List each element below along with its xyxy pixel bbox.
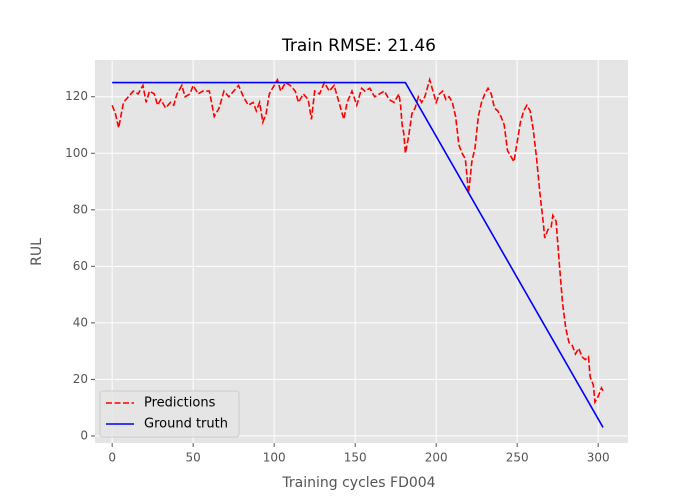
x-tick-label: 50 <box>186 451 201 465</box>
y-tick-label: 60 <box>73 259 88 273</box>
x-tick-label: 300 <box>587 451 610 465</box>
legend-label: Ground truth <box>144 417 228 432</box>
x-tick-label: 200 <box>425 451 448 465</box>
legend-box <box>99 390 240 438</box>
y-tick-label: 40 <box>73 315 88 329</box>
x-tick-label: 100 <box>263 451 286 465</box>
y-tick-label: 120 <box>65 89 88 103</box>
y-tick-label: 20 <box>73 372 88 386</box>
x-tick-label: 0 <box>108 451 116 465</box>
legend-label: Predictions <box>144 396 216 411</box>
series-line <box>111 76 604 405</box>
y-tick-label: 100 <box>65 146 88 160</box>
chart-title: Train RMSE: 21.46 <box>281 36 436 56</box>
x-axis-label: Training cycles FD004 <box>281 475 435 491</box>
y-axis-label: RUL <box>29 238 45 266</box>
x-tick-label: 250 <box>506 451 529 465</box>
x-tick-label: 150 <box>344 451 367 465</box>
y-tick-label: 0 <box>80 428 88 442</box>
plot-area <box>95 60 628 443</box>
lines <box>111 76 604 428</box>
legend: Predictions Ground truth <box>99 390 240 438</box>
series-line <box>112 81 604 428</box>
y-tick-label: 80 <box>73 202 88 216</box>
